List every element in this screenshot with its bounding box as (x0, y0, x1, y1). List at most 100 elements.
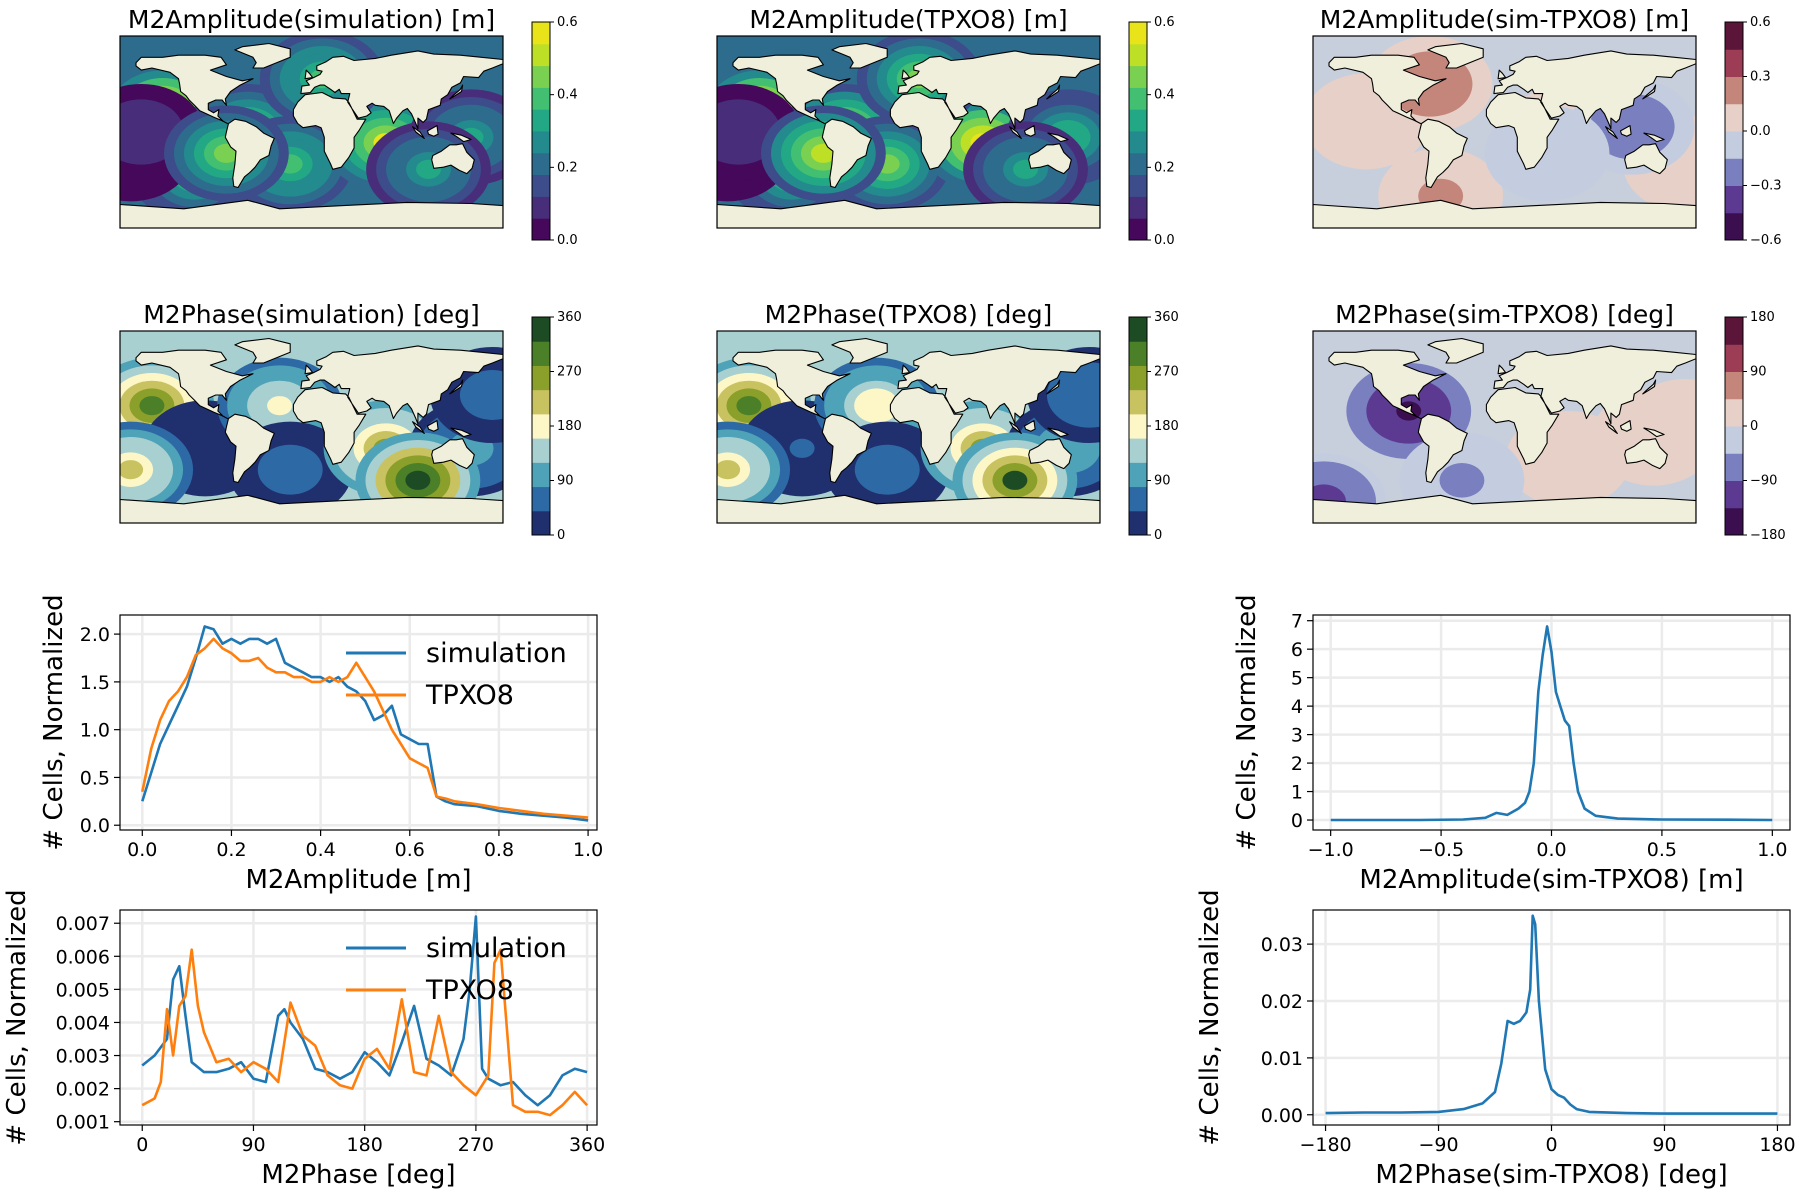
contour-blob-0 (736, 396, 762, 416)
map-panel-4: M2Phase(TPXO8) [deg] 0 90 180 270 360 (716, 300, 1179, 543)
map-title: M2Phase(simulation) [deg] (143, 300, 480, 329)
colorbar-tick-label: 0.2 (1154, 160, 1175, 175)
colorbar-band (532, 438, 550, 463)
map-frame (1312, 330, 1697, 524)
legend-label: TPXO8 (425, 680, 514, 711)
y-tick-label: 0.004 (56, 1012, 110, 1034)
map-panel-0: M2Amplitude(simulation) [m] 0.0 0.2 0.4 0.6 (119, 5, 578, 248)
land-coastline (1313, 42, 1696, 228)
x-axis-label: M2Phase(sim-TPXO8) [deg] (1375, 1160, 1727, 1190)
land-coastline (120, 337, 503, 523)
colorbar-tick-label: 0.0 (1154, 233, 1175, 248)
series-line-0 (1325, 914, 1778, 1115)
colorbar-tick-label: 360 (557, 310, 582, 325)
colorbar-band (532, 196, 550, 219)
contour-blob-1 (1555, 449, 1581, 469)
colorbar-tick-label: 0.6 (1154, 15, 1175, 30)
x-tick-label: −1.0 (1308, 839, 1354, 861)
colorbar-band (1725, 453, 1743, 481)
contour-blob-7 (120, 460, 144, 480)
y-axis-label: # Cells, Normalized (39, 594, 69, 850)
colorbar-band (1129, 109, 1147, 132)
contour-blob-8 (1076, 385, 1100, 405)
colorbar-tick-label: −0.6 (1750, 233, 1782, 248)
colorbar-band (532, 87, 550, 110)
x-tick-label: 90 (1652, 1134, 1676, 1156)
colorbar-band (532, 389, 550, 415)
map-title: M2Amplitude(TPXO8) [m] (749, 5, 1067, 34)
colorbar: 0 90 180 270 360 (531, 310, 582, 543)
x-axis-label: M2Amplitude [m] (245, 865, 471, 895)
colorbar-band (1129, 413, 1147, 439)
contour-blob-6 (405, 470, 431, 490)
y-axis-label: # Cells, Normalized (2, 889, 32, 1145)
x-tick-label: 180 (347, 1134, 383, 1156)
y-tick-label: 1.0 (80, 720, 110, 742)
y-tick-label: 0.01 (1261, 1048, 1303, 1070)
series-line-TPXO8 (141, 948, 589, 1117)
x-tick-label: 0.0 (127, 839, 157, 861)
x-tick-label: 0.5 (1647, 839, 1677, 861)
axes-frame (119, 614, 598, 831)
colorbar-tick-label: 180 (557, 419, 582, 434)
colorbar-band (532, 317, 550, 342)
colorbar-tick-label: 0.4 (1154, 88, 1175, 103)
colorbar-tick-label: 180 (1750, 310, 1775, 325)
line-panel-6: 0.0 0.2 0.4 0.6 0.8 1.0 0.0 0.5 1.0 1.5 2.0 M2Ampli… (39, 594, 603, 895)
colorbar-band (532, 365, 550, 391)
contour-blob-8 (725, 122, 751, 142)
axes-frame (119, 909, 598, 1126)
map-title: M2Amplitude(sim-TPXO8) [m] (1320, 5, 1689, 34)
colorbar-band (532, 152, 550, 176)
colorbar-band (532, 131, 550, 154)
map-title: M2Phase(sim-TPXO8) [deg] (1335, 300, 1674, 329)
line-panel-7: −1.0 −0.5 0.0 0.5 1.0 0 1 2 3 4 5 6 7 M2Amplitude(sim… (1232, 594, 1791, 895)
colorbar-band (1725, 480, 1743, 509)
y-tick-label: 0.005 (56, 979, 110, 1001)
series-line-simulation (141, 915, 588, 1107)
colorbar-band (1129, 462, 1147, 488)
land-coastline (1313, 337, 1696, 523)
colorbar-band (1725, 507, 1743, 536)
contour-blob-3 (277, 460, 303, 480)
y-tick-label: 7 (1291, 611, 1303, 633)
contour-blob-1 (789, 438, 815, 458)
colorbar-tick-label: 90 (1750, 365, 1767, 380)
y-tick-label: 0.003 (56, 1046, 110, 1068)
colorbar-band (1725, 212, 1743, 241)
map-frame (1312, 35, 1697, 229)
x-tick-label: −0.5 (1418, 839, 1464, 861)
colorbar-band (1725, 158, 1743, 186)
colorbar-band (532, 341, 550, 366)
colorbar-tick-label: 0 (1154, 528, 1162, 543)
colorbar-tick-label: 0.4 (557, 88, 578, 103)
contour-blob-0 (1353, 111, 1379, 131)
colorbar-band (1129, 43, 1147, 67)
x-tick-label: 0.4 (305, 839, 335, 861)
contour-blob-2 (1672, 154, 1696, 174)
series-line-0 (1330, 625, 1773, 822)
colorbar-band (532, 218, 550, 241)
colorbar-tick-label: 0 (557, 528, 565, 543)
map-field (717, 331, 1100, 523)
contour-blob-3 (874, 460, 900, 480)
colorbar-band (532, 510, 550, 536)
colorbar-band (1129, 196, 1147, 219)
contour-blob-5 (1672, 417, 1696, 437)
map-field (1313, 331, 1696, 523)
colorbar-tick-label: 90 (557, 474, 574, 489)
x-tick-label: 0 (1545, 1134, 1557, 1156)
colorbar-tick-label: 0 (1750, 419, 1758, 434)
y-tick-label: 0.02 (1261, 991, 1303, 1013)
colorbar-band (1129, 438, 1147, 463)
y-tick-label: 0.007 (56, 913, 110, 935)
colorbar-band (532, 65, 550, 88)
colorbar-band (1725, 426, 1743, 454)
legend-label: simulation (426, 638, 567, 669)
y-tick-label: 0.002 (56, 1079, 110, 1101)
colorbar-band (1129, 486, 1147, 512)
y-tick-label: 1.5 (80, 672, 110, 694)
map-field (1313, 36, 1696, 228)
colorbar: 0.0 0.2 0.4 0.6 (531, 15, 578, 248)
